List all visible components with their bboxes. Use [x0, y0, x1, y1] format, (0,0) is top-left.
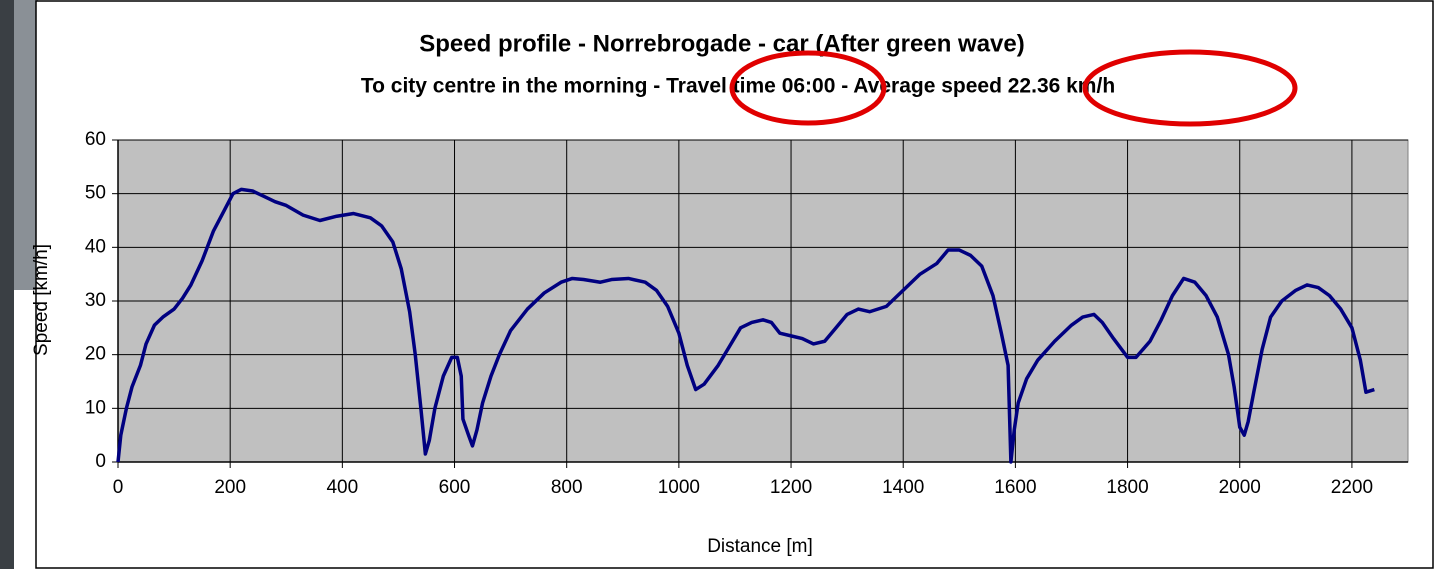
x-tick-label: 600 [439, 477, 471, 498]
chart-subtitle: To city centre in the morning - Travel t… [361, 75, 1115, 98]
y-axis-label: Speed [km/h] [31, 244, 52, 356]
y-tick-label: 10 [85, 397, 106, 418]
x-tick-label: 1800 [1106, 477, 1148, 498]
y-tick-label: 40 [85, 236, 106, 257]
x-tick-label: 200 [214, 477, 246, 498]
x-tick-label: 400 [326, 477, 358, 498]
y-tick-label: 0 [95, 451, 106, 472]
x-axis-label: Distance [m] [707, 536, 813, 557]
x-tick-label: 1600 [994, 477, 1036, 498]
x-tick-label: 1000 [658, 477, 700, 498]
page: 0102030405060020040060080010001200140016… [0, 0, 1435, 569]
x-tick-label: 800 [551, 477, 583, 498]
x-tick-label: 2000 [1219, 477, 1261, 498]
background-strip [0, 0, 14, 569]
y-tick-label: 30 [85, 290, 106, 311]
y-tick-label: 60 [85, 129, 106, 150]
x-tick-label: 0 [113, 477, 124, 498]
x-tick-label: 1200 [770, 477, 812, 498]
chart-title: Speed profile - Norrebrogade - car (Afte… [419, 30, 1024, 57]
chart: 0102030405060020040060080010001200140016… [0, 0, 1435, 569]
y-tick-label: 20 [85, 344, 106, 365]
y-tick-label: 50 [85, 183, 106, 204]
x-tick-label: 2200 [1331, 477, 1373, 498]
x-tick-label: 1400 [882, 477, 924, 498]
